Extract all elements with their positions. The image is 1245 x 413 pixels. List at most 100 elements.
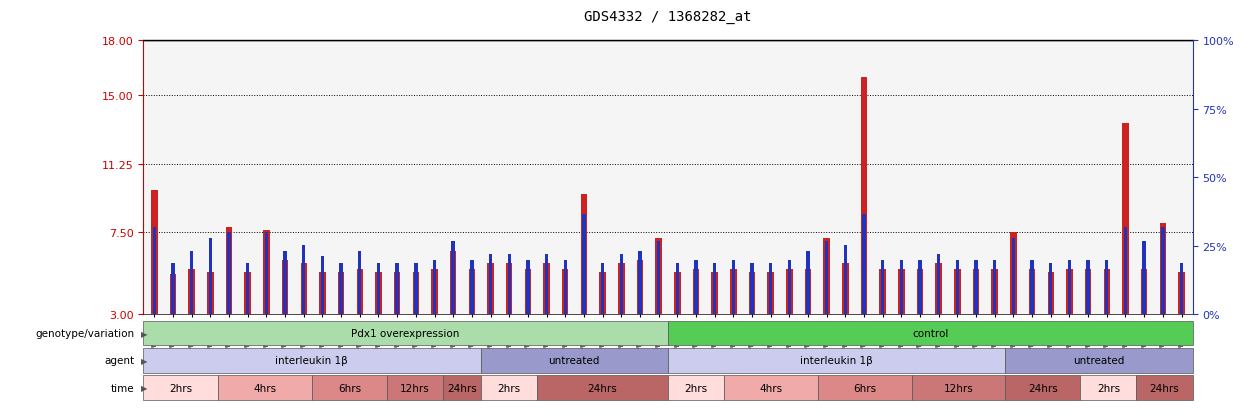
Bar [972, 269, 980, 315]
Bar [937, 254, 940, 315]
Bar [1159, 223, 1167, 315]
Bar [975, 260, 977, 315]
Bar [618, 263, 625, 315]
Bar [818, 375, 911, 400]
Bar [537, 375, 669, 400]
Bar [751, 263, 753, 315]
Bar [860, 78, 868, 315]
Bar [692, 269, 700, 315]
Bar [393, 273, 401, 315]
Bar [881, 260, 884, 315]
Bar [377, 263, 380, 315]
Text: 12hrs: 12hrs [944, 383, 974, 393]
Bar [636, 260, 644, 315]
Bar [489, 254, 492, 315]
Bar [674, 273, 681, 315]
Bar [599, 273, 606, 315]
Bar [655, 238, 662, 315]
Bar [991, 269, 998, 315]
Bar [916, 269, 924, 315]
Bar [994, 260, 996, 315]
Bar [468, 269, 476, 315]
Bar [786, 269, 793, 315]
Bar [433, 260, 436, 315]
Text: 24hrs: 24hrs [447, 383, 477, 393]
Bar [431, 269, 438, 315]
Text: untreated: untreated [1073, 356, 1124, 366]
Bar [1103, 269, 1111, 315]
Bar [340, 263, 342, 315]
Bar [396, 263, 398, 315]
Bar [1068, 260, 1071, 315]
Bar [620, 254, 622, 315]
Bar [1180, 263, 1183, 315]
Bar [1178, 273, 1185, 315]
Bar [1124, 227, 1127, 315]
Bar [844, 245, 847, 315]
Bar [172, 263, 174, 315]
Text: ▶: ▶ [141, 329, 147, 338]
Bar [748, 273, 756, 315]
Bar [190, 251, 193, 315]
Bar [900, 260, 903, 315]
Bar [1010, 233, 1017, 315]
Bar [583, 214, 585, 315]
Bar [1081, 375, 1137, 400]
Bar [1028, 269, 1036, 315]
Bar [669, 375, 725, 400]
Text: 2hrs: 2hrs [685, 383, 707, 393]
Bar [247, 263, 249, 315]
Bar [725, 375, 818, 400]
Bar [505, 263, 513, 315]
Bar [935, 263, 942, 315]
Text: ▶: ▶ [141, 356, 147, 365]
Text: interleukin 1β: interleukin 1β [275, 356, 349, 366]
Text: time: time [111, 383, 134, 393]
Bar [151, 191, 158, 315]
Bar [730, 269, 737, 315]
Bar [788, 260, 791, 315]
Bar [359, 251, 361, 315]
Bar [543, 263, 550, 315]
Text: untreated: untreated [549, 356, 600, 366]
Bar [676, 263, 679, 315]
Bar [143, 321, 669, 346]
Bar [415, 263, 417, 315]
Bar [143, 348, 481, 373]
Bar [265, 233, 268, 315]
Text: 6hrs: 6hrs [853, 383, 876, 393]
Bar [1031, 260, 1033, 315]
Text: 4hrs: 4hrs [759, 383, 783, 393]
Bar [657, 242, 660, 315]
Bar [711, 273, 718, 315]
Bar [1140, 269, 1148, 315]
Bar [911, 375, 1005, 400]
Bar [263, 231, 270, 315]
Bar [209, 238, 212, 315]
Bar [823, 238, 830, 315]
Bar [825, 242, 828, 315]
Text: 2hrs: 2hrs [497, 383, 520, 393]
Bar [443, 375, 481, 400]
Bar [207, 273, 214, 315]
Bar [1084, 269, 1092, 315]
Bar [1143, 242, 1145, 315]
Bar [244, 273, 251, 315]
Bar [601, 263, 604, 315]
Bar [524, 269, 532, 315]
Bar [311, 375, 387, 400]
Bar [319, 273, 326, 315]
Text: 4hrs: 4hrs [254, 383, 276, 393]
Bar [218, 375, 311, 400]
Bar [1087, 260, 1089, 315]
Bar [732, 260, 735, 315]
Bar [143, 375, 218, 400]
Text: ▶: ▶ [141, 383, 147, 392]
Bar [188, 269, 195, 315]
Bar [1106, 260, 1108, 315]
Bar [879, 269, 886, 315]
Bar [769, 263, 772, 315]
Bar [487, 263, 494, 315]
Bar [452, 242, 454, 315]
Bar [545, 254, 548, 315]
